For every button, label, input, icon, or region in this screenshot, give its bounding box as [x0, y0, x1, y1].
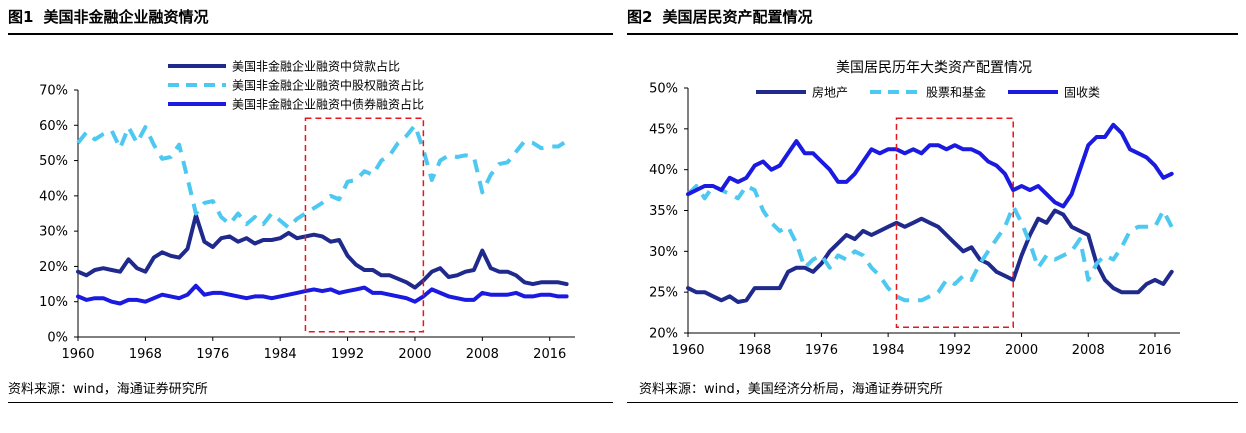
x-tick-label: 1984 — [264, 347, 297, 362]
figure-1-number: 图1 — [8, 8, 34, 26]
figure-2-footer-rule — [627, 402, 1238, 403]
y-tick-label: 10% — [39, 295, 68, 310]
legend-label-1: 房地产 — [812, 85, 848, 100]
y-tick-label: 35% — [649, 204, 678, 219]
x-tick-label: 2000 — [398, 347, 431, 362]
x-tick-label: 2008 — [1072, 343, 1105, 358]
x-tick-label: 1992 — [331, 347, 364, 362]
y-tick-label: 70% — [39, 84, 68, 99]
x-tick-label: 2016 — [1138, 343, 1171, 358]
legend-label-1: 美国非金融企业融资中贷款占比 — [232, 59, 400, 74]
figure-1-heading: 图1 美国非金融企业融资情况 — [8, 6, 208, 27]
figure-1-title-rule — [8, 33, 613, 35]
figure-2-panel: 图2 美国居民资产配置情况 美国居民历年大类资产配置情况 20% 25% 30% 35% 4… — [623, 0, 1246, 433]
series-line-2 — [76, 123, 568, 230]
x-tick-label: 1976 — [196, 347, 229, 362]
legend-label-2: 美国非金融企业融资中股权融资占比 — [232, 78, 424, 93]
x-tick-label: 2000 — [1005, 343, 1038, 358]
y-tick-label: 40% — [649, 163, 678, 178]
x-tick-label: 1960 — [671, 343, 704, 358]
series-line-3 — [686, 122, 1174, 209]
series-line-3 — [76, 283, 569, 306]
x-tick-label: 1984 — [872, 343, 905, 358]
figure-2-number: 图2 — [627, 8, 653, 26]
y-tick-label: 25% — [649, 286, 678, 301]
x-tick-label: 1968 — [738, 343, 771, 358]
figure-2-title-rule — [627, 33, 1238, 35]
figure-1-title: 美国非金融企业融资情况 — [43, 8, 209, 26]
legend-label-2: 股票和基金 — [926, 85, 986, 100]
x-tick-label: 2016 — [533, 347, 566, 362]
y-tick-label: 30% — [39, 225, 68, 240]
series-line-1 — [686, 208, 1174, 304]
figure-1-footer-rule — [8, 402, 613, 403]
x-tick-label: 1992 — [938, 343, 971, 358]
y-tick-label: 20% — [39, 260, 68, 275]
figure-2-heading: 图2 美国居民资产配置情况 — [627, 6, 812, 27]
y-tick-label: 0% — [47, 331, 68, 346]
figure-1-chart: 0% 10% 20% 30% 40% 50% 60% 70% 1960 1968 1976 1984 1… — [39, 59, 575, 362]
highlight-box — [895, 117, 1014, 329]
figure-1-panel: 图1 美国非金融企业融资情况 0% 10% 20% 30% 40% 50% 60% 70% 196… — [8, 6, 613, 403]
y-tick-label: 30% — [649, 245, 678, 260]
x-tick-label: 2008 — [466, 347, 499, 362]
x-tick-label: 1968 — [129, 347, 162, 362]
chart-title: 美国居民历年大类资产配置情况 — [836, 60, 1032, 76]
series-line-1 — [76, 213, 569, 290]
y-tick-label: 20% — [649, 327, 678, 342]
x-tick-label: 1976 — [805, 343, 838, 358]
highlight-box — [304, 117, 425, 333]
y-tick-label: 45% — [649, 122, 678, 137]
y-tick-label: 40% — [39, 189, 68, 204]
legend-label-3: 美国非金融企业融资中债券融资占比 — [232, 97, 424, 112]
series-line-2 — [686, 184, 1174, 303]
y-tick-label: 60% — [39, 119, 68, 134]
x-tick-label: 1960 — [61, 347, 94, 362]
legend-label-3: 固收类 — [1064, 86, 1100, 100]
y-tick-label: 50% — [39, 154, 68, 169]
figure-2-source: 资料来源：wind，美国经济分析局，海通证券研究所 — [639, 382, 943, 397]
figure-1-source: 资料来源：wind，海通证券研究所 — [8, 382, 208, 397]
figure-2-chart: 美国居民历年大类资产配置情况 20% 25% 30% 35% 40% 45% 50% 1960 1… — [649, 60, 1180, 358]
y-tick-label: 50% — [649, 82, 678, 97]
figure-2-title: 美国居民资产配置情况 — [662, 8, 813, 26]
